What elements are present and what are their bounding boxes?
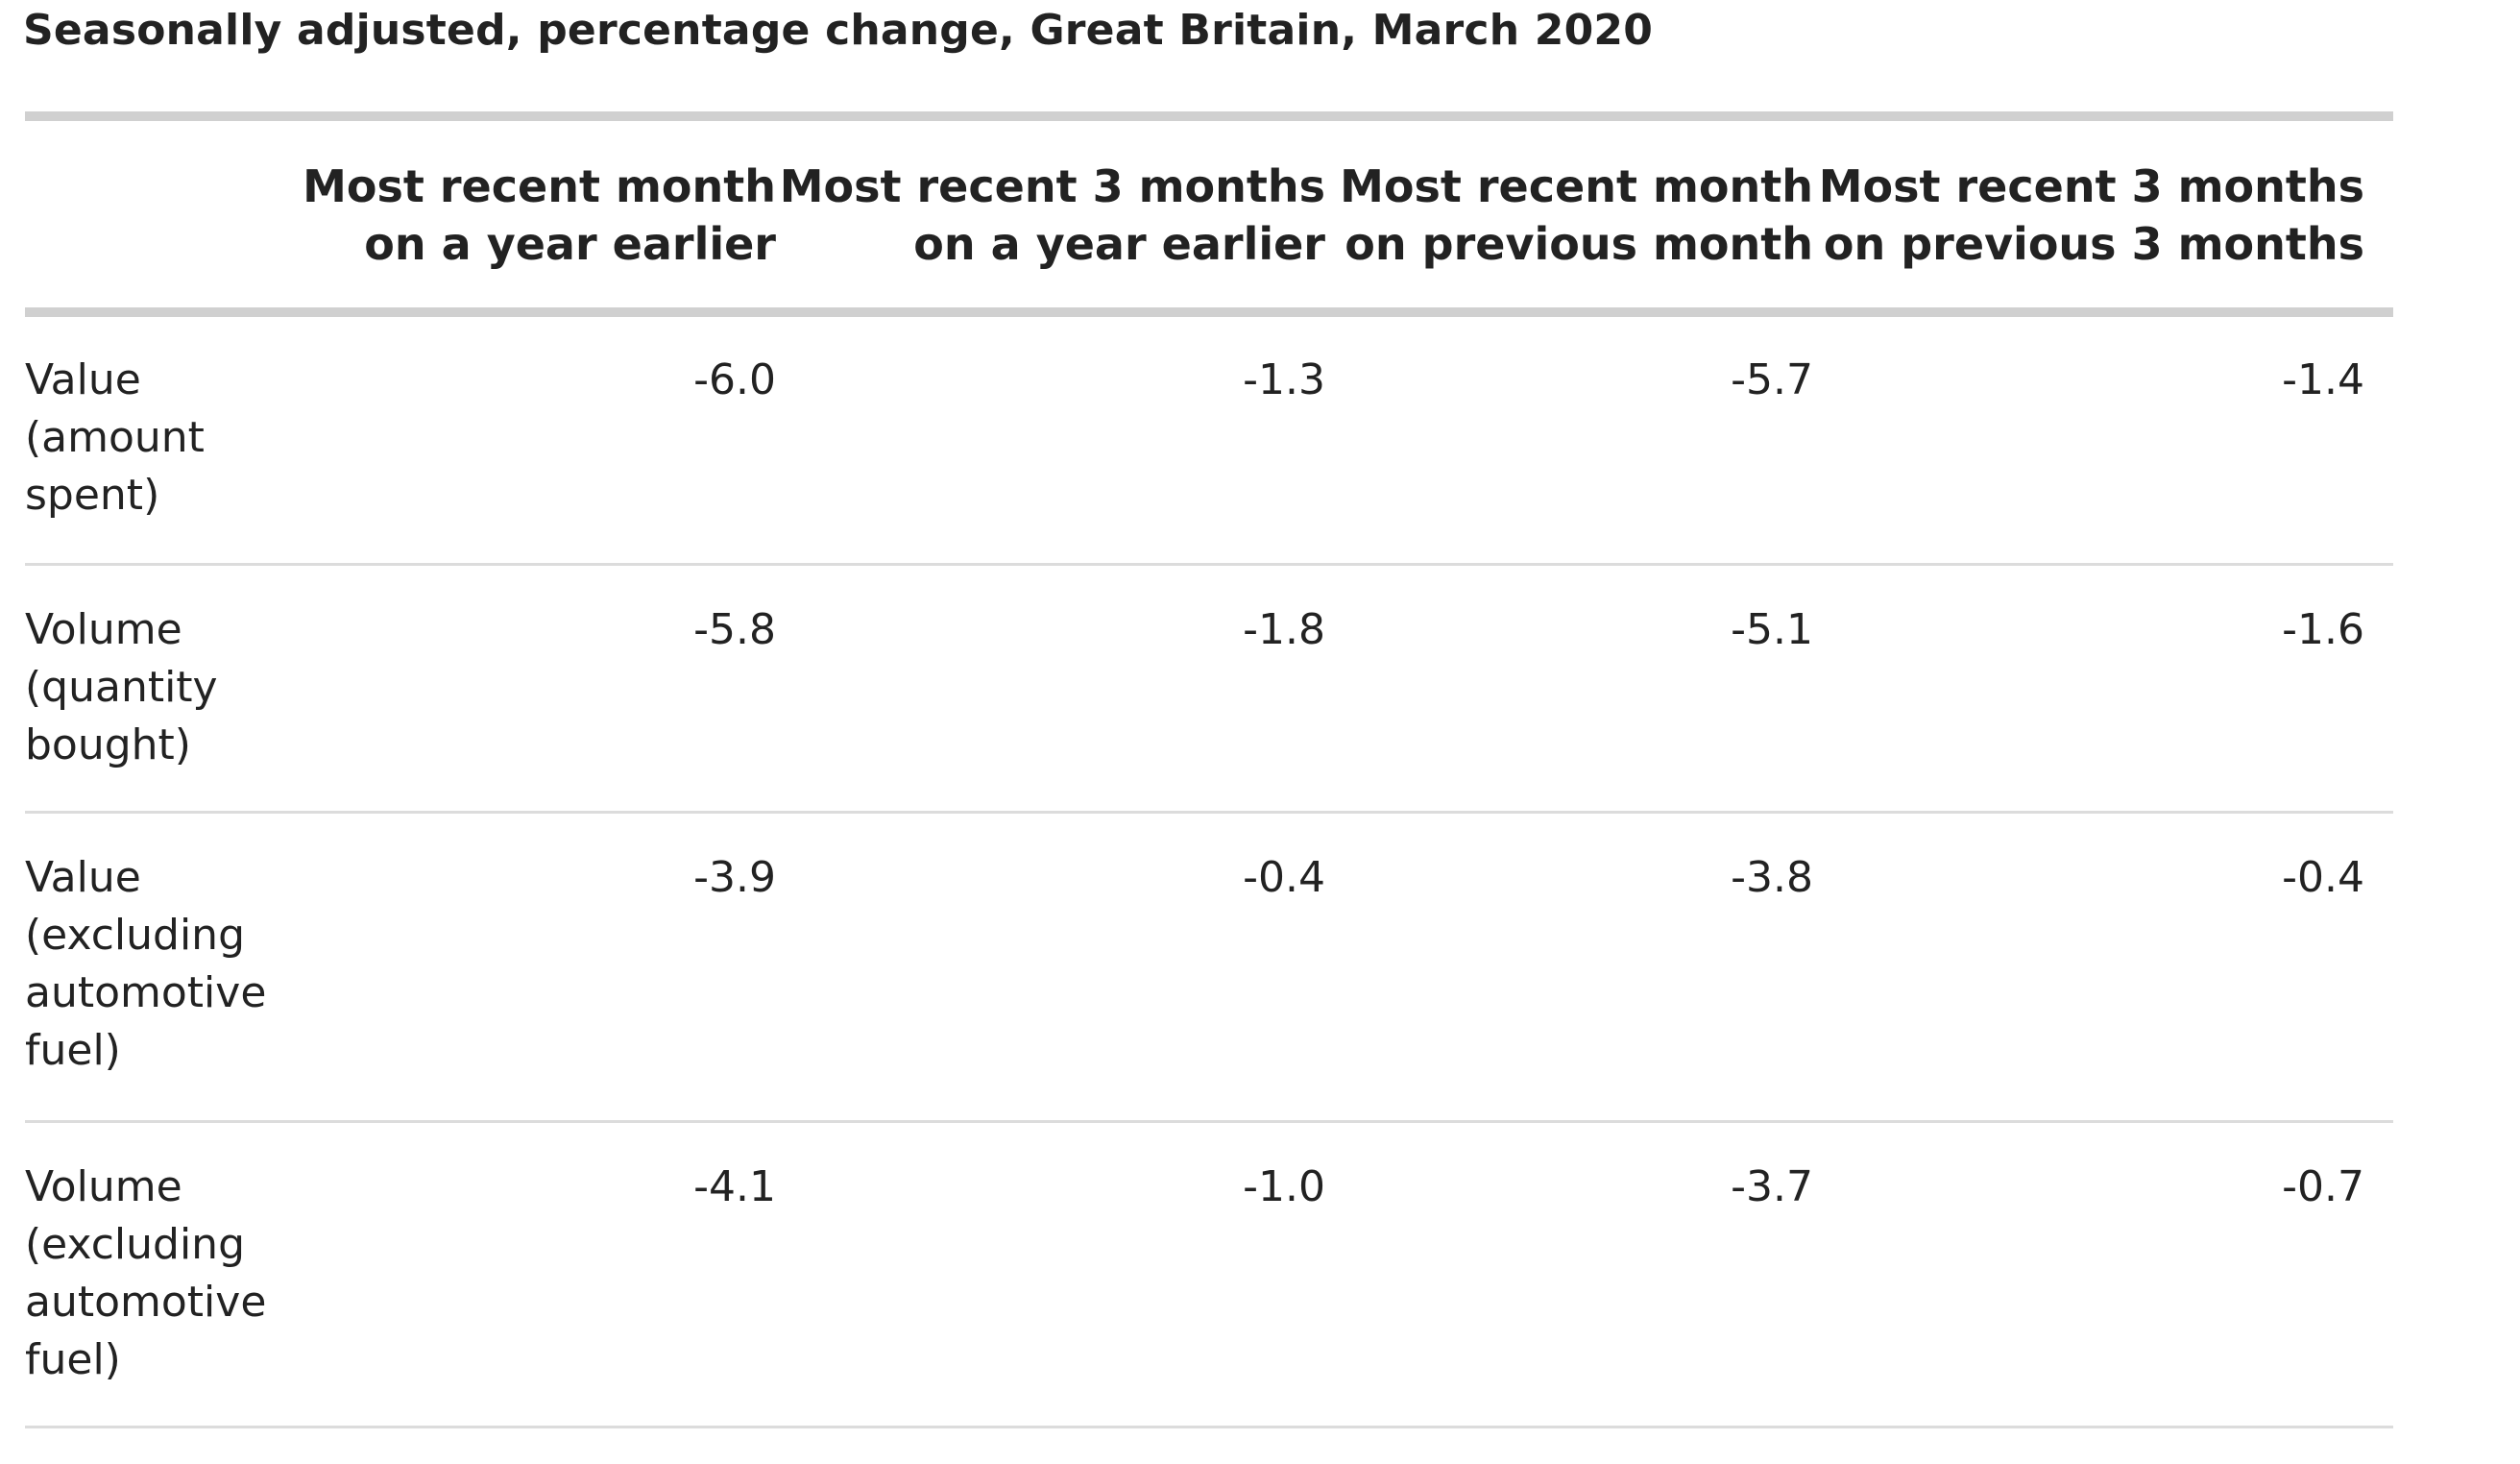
row-label-3: Value (excluding automotive fuel) — [25, 849, 313, 1080]
table-top-rule — [25, 111, 2393, 121]
column-header-1: Most recent month on a year earlier — [303, 158, 776, 273]
column-header-3-line2: on previous month — [1345, 218, 1813, 270]
header-bottom-rule — [25, 307, 2393, 317]
cell-r3-c2: -0.4 — [1243, 853, 1325, 902]
row-label-4-line: fuel) — [25, 1335, 121, 1384]
row-label-4-line: (excluding — [25, 1220, 246, 1269]
row-label-3-line: (excluding — [25, 911, 246, 960]
cell-r4-c4: -0.7 — [2282, 1162, 2364, 1211]
row-label-4: Volume (excluding automotive fuel) — [25, 1159, 313, 1389]
table-bottom-rule — [25, 1426, 2393, 1428]
row-label-1-line: Value — [25, 355, 141, 404]
cell-r2-c1: -5.8 — [693, 605, 776, 654]
column-header-3: Most recent month on previous month — [1340, 158, 1813, 273]
row-divider — [25, 1120, 2393, 1123]
cell-r2-c4: -1.6 — [2282, 605, 2364, 654]
column-header-1-line2: on a year earlier — [364, 218, 776, 270]
cell-r2-c3: -5.1 — [1731, 605, 1813, 654]
cell-r4-c1: -4.1 — [693, 1162, 776, 1211]
column-header-4-line2: on previous 3 months — [1823, 218, 2364, 270]
column-header-2-line2: on a year earlier — [913, 218, 1325, 270]
row-label-3-line: Value — [25, 853, 141, 902]
cell-r2-c2: -1.8 — [1243, 605, 1325, 654]
cell-r1-c4: -1.4 — [2282, 355, 2364, 404]
row-label-1-line: spent) — [25, 471, 160, 520]
row-divider — [25, 563, 2393, 566]
cell-r3-c1: -3.9 — [693, 853, 776, 902]
row-label-2: Volume (quantity bought) — [25, 601, 313, 774]
column-header-4-line1: Most recent 3 months — [1818, 160, 2364, 212]
cell-r1-c3: -5.7 — [1731, 355, 1813, 404]
row-label-2-line: (quantity — [25, 663, 218, 712]
cell-r3-c3: -3.8 — [1731, 853, 1813, 902]
row-label-4-line: automotive — [25, 1278, 267, 1327]
row-label-2-line: Volume — [25, 605, 182, 654]
row-label-1-line: (amount — [25, 413, 205, 462]
table-subtitle: Seasonally adjusted, percentage change, … — [23, 6, 1654, 55]
cell-r3-c4: -0.4 — [2282, 853, 2364, 902]
row-label-3-line: fuel) — [25, 1026, 121, 1075]
cell-r4-c2: -1.0 — [1243, 1162, 1325, 1211]
column-header-1-line1: Most recent month — [303, 160, 776, 212]
row-divider — [25, 811, 2393, 814]
row-label-2-line: bought) — [25, 720, 191, 769]
column-header-4: Most recent 3 months on previous 3 month… — [1819, 158, 2364, 273]
column-header-3-line1: Most recent month — [1340, 160, 1813, 212]
cell-r1-c2: -1.3 — [1243, 355, 1325, 404]
row-label-3-line: automotive — [25, 968, 267, 1017]
column-header-2-line1: Most recent 3 months — [779, 160, 1325, 212]
row-label-4-line: Volume — [25, 1162, 182, 1211]
column-header-2: Most recent 3 months on a year earlier — [780, 158, 1325, 273]
cell-r1-c1: -6.0 — [693, 355, 776, 404]
row-label-1: Value (amount spent) — [25, 352, 313, 525]
cell-r4-c3: -3.7 — [1731, 1162, 1813, 1211]
